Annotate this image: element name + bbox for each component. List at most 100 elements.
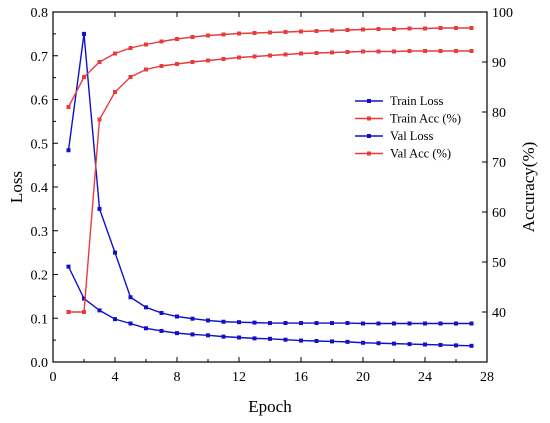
data-point	[438, 49, 443, 53]
data-point	[268, 336, 272, 341]
left-y-tick-label: 0.3	[31, 225, 49, 240]
data-point	[66, 264, 71, 269]
legend-marker	[367, 151, 371, 156]
data-point	[283, 30, 288, 34]
data-point	[469, 49, 474, 53]
legend-item: Train Acc (%)	[355, 112, 461, 126]
legend-label: Train Loss	[390, 94, 444, 108]
data-point	[376, 341, 381, 346]
data-point	[345, 339, 350, 344]
x-tick-label: 8	[174, 370, 181, 385]
data-point	[376, 321, 381, 326]
data-point	[237, 31, 241, 36]
x-tick-label: 20	[356, 370, 370, 385]
axes: 0 4 8 12 16 20 24 28 0.0 0.1 0.2 0.3 0.4 0.5 0.6 0.7 0.8…	[31, 6, 514, 385]
data-point	[423, 49, 427, 53]
x-tick-label: 24	[418, 370, 432, 385]
data-point	[376, 49, 381, 54]
data-point	[66, 148, 71, 153]
data-point	[469, 26, 474, 30]
data-point	[392, 27, 396, 31]
data-point	[82, 296, 86, 301]
x-tick-label: 4	[112, 370, 119, 385]
legend-label: Val Acc (%)	[390, 147, 451, 161]
data-point	[175, 37, 179, 41]
right-y-tick-label: 70	[492, 156, 506, 171]
data-point	[66, 105, 71, 109]
data-point	[314, 29, 319, 33]
data-point	[345, 28, 350, 32]
plot-frame	[52, 11, 488, 363]
series-line	[67, 266, 472, 347]
data-point	[190, 316, 195, 321]
data-point	[97, 206, 102, 211]
left-y-tick-label: 0.4	[31, 181, 49, 196]
legend-marker	[367, 99, 371, 103]
data-point	[97, 117, 102, 122]
data-point	[330, 28, 334, 33]
data-point	[252, 320, 257, 325]
data-point	[206, 333, 210, 338]
data-point	[345, 321, 350, 326]
data-point	[314, 339, 319, 343]
data-point	[330, 339, 334, 344]
data-point	[97, 60, 102, 64]
data-point	[283, 321, 288, 326]
legend-marker	[367, 116, 371, 121]
data-point	[299, 29, 303, 34]
x-tick-label: 28	[480, 370, 494, 385]
series-val-loss	[66, 264, 474, 348]
data-point	[159, 39, 164, 44]
data-point	[469, 321, 474, 326]
data-point	[314, 51, 319, 55]
series-train-acc	[66, 26, 474, 109]
data-point	[361, 340, 365, 345]
data-point	[237, 320, 241, 325]
data-point	[423, 342, 427, 347]
data-point	[221, 57, 226, 61]
legend-marker	[367, 134, 371, 138]
data-point	[128, 46, 133, 50]
data-point	[423, 26, 427, 31]
legend-item: Val Acc (%)	[355, 147, 451, 161]
series-val-acc	[66, 49, 474, 314]
data-point	[82, 310, 86, 314]
right-y-tick-label: 90	[492, 56, 506, 71]
data-point	[159, 64, 164, 68]
data-point	[392, 341, 396, 346]
data-point	[190, 60, 195, 64]
data-point	[299, 51, 303, 56]
data-point	[407, 49, 412, 53]
data-point	[423, 321, 427, 326]
data-point	[330, 50, 334, 55]
data-point	[221, 32, 226, 37]
data-point	[268, 53, 272, 58]
legend-item: Val Loss	[355, 129, 434, 143]
data-point	[330, 321, 334, 326]
data-point	[454, 343, 458, 348]
series-layer	[66, 26, 474, 348]
data-point	[376, 27, 381, 31]
data-point	[175, 62, 179, 66]
data-point	[407, 321, 412, 326]
data-point	[454, 49, 458, 53]
data-point	[206, 58, 210, 63]
data-point	[82, 75, 86, 79]
left-y-tick-label: 0.1	[31, 312, 49, 327]
data-point	[221, 319, 226, 324]
data-point	[438, 342, 443, 347]
data-point	[299, 321, 303, 326]
data-point	[268, 321, 272, 326]
data-point	[175, 331, 179, 336]
data-point	[252, 336, 257, 341]
left-y-tick-label: 0.7	[31, 50, 49, 65]
left-y-tick-label: 0.6	[31, 94, 49, 109]
right-y-tick-label: 50	[492, 256, 506, 271]
data-point	[407, 26, 412, 31]
data-point	[299, 338, 303, 343]
left-y-tick-label: 0.2	[31, 269, 49, 284]
data-point	[237, 55, 241, 60]
data-point	[144, 326, 148, 331]
data-point	[97, 308, 102, 313]
